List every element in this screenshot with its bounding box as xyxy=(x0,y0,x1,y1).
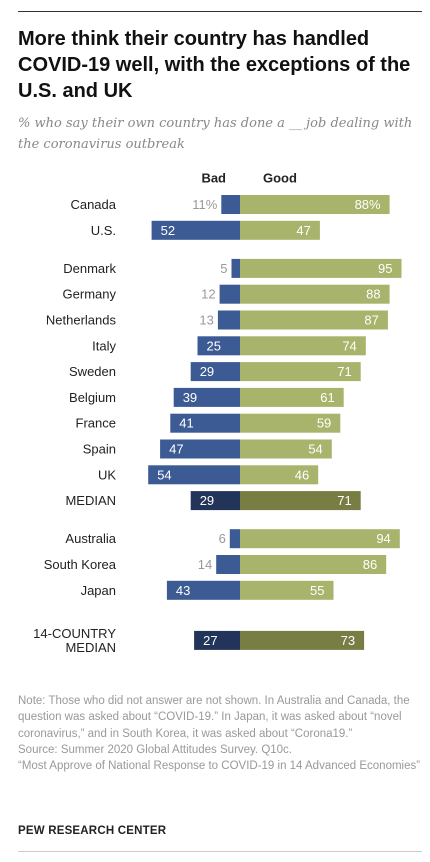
value-bad-sweden: 29 xyxy=(200,364,214,379)
bar-bad-canada xyxy=(221,195,240,214)
bar-bad-belgium xyxy=(173,387,240,407)
value-good-sweden: 71 xyxy=(337,364,351,379)
row-label-japan: Japan xyxy=(81,583,116,598)
bar-bad-south-korea xyxy=(216,555,240,574)
value-good-14-country-median: 73 xyxy=(341,633,355,648)
value-good-netherlands: 87 xyxy=(364,313,378,328)
bar-bad-u-s xyxy=(151,220,240,240)
bar-good-uk xyxy=(240,465,319,485)
bar-good-14-country-median xyxy=(240,630,365,650)
bar-good-u-s xyxy=(240,220,320,240)
value-good-spain: 54 xyxy=(308,442,322,457)
bar-bad-spain xyxy=(160,439,240,459)
value-good-italy: 74 xyxy=(342,338,356,353)
value-good-south-korea: 86 xyxy=(363,557,377,572)
bar-bad-germany xyxy=(219,284,240,304)
value-good-denmark: 95 xyxy=(378,261,392,276)
row-label-south-korea: South Korea xyxy=(44,557,117,572)
row-label-sweden: Sweden xyxy=(69,364,116,379)
bar-good-south-korea xyxy=(240,555,387,574)
row-label-australia: Australia xyxy=(65,531,116,546)
report-text: “Most Approve of National Response to CO… xyxy=(18,760,421,773)
bar-bad-denmark xyxy=(231,258,240,278)
bar-good-netherlands xyxy=(240,310,388,330)
value-bad-spain: 47 xyxy=(169,442,183,457)
value-good-canada: 88% xyxy=(355,197,381,212)
bar-good-germany xyxy=(240,284,390,304)
bar-good-canada xyxy=(240,195,390,214)
notes-block: Note: Those who did not answer are not s… xyxy=(18,693,422,774)
bar-bad-uk xyxy=(148,465,240,485)
value-bad-u-s: 52 xyxy=(161,223,175,238)
value-bad-italy: 25 xyxy=(207,338,221,353)
bar-good-japan xyxy=(240,580,334,600)
value-bad-netherlands: 13 xyxy=(199,313,213,328)
value-good-median: 71 xyxy=(337,493,351,508)
bar-bad-14-country-median xyxy=(194,630,240,650)
bar-good-france xyxy=(240,413,341,433)
note-text: Note: Those who did not answer are not s… xyxy=(18,695,410,740)
row-label-france: France xyxy=(76,416,116,431)
bar-bad-france xyxy=(170,413,240,433)
row-label-canada: Canada xyxy=(70,197,116,212)
value-good-u-s: 47 xyxy=(296,223,310,238)
footer-org: PEW RESEARCH CENTER xyxy=(18,825,167,837)
value-bad-denmark: 5 xyxy=(220,261,227,276)
bar-good-sweden xyxy=(240,362,361,382)
bar-bad-netherlands xyxy=(217,310,240,330)
value-good-belgium: 61 xyxy=(320,390,334,405)
row-label-netherlands: Netherlands xyxy=(46,313,117,328)
top-rule xyxy=(18,11,422,12)
row-label-14-country-median-0: 14-COUNTRY xyxy=(33,626,116,641)
bar-good-median xyxy=(240,491,361,511)
row-label-belgium: Belgium xyxy=(69,390,116,405)
bottom-rule xyxy=(18,851,422,852)
chart-title: More think their country has handled COV… xyxy=(18,28,411,102)
row-label-14-country-median-1: MEDIAN xyxy=(65,640,116,655)
row-label-u-s: U.S. xyxy=(91,223,116,238)
column-header-good: Good xyxy=(263,171,297,186)
value-bad-australia: 6 xyxy=(219,531,226,546)
bar-good-australia xyxy=(240,529,400,549)
bar-good-belgium xyxy=(240,387,344,407)
value-bad-uk: 54 xyxy=(157,467,171,482)
value-bad-france: 41 xyxy=(179,416,193,431)
bar-good-denmark xyxy=(240,258,402,278)
row-label-median: MEDIAN xyxy=(65,493,116,508)
bar-bad-australia xyxy=(229,529,240,549)
bar-good-spain xyxy=(240,439,332,459)
value-bad-canada: 11% xyxy=(192,197,217,212)
value-bad-south-korea: 14 xyxy=(198,557,212,572)
value-good-uk: 46 xyxy=(295,467,309,482)
row-label-denmark: Denmark xyxy=(63,261,116,276)
column-header-bad: Bad xyxy=(201,171,226,186)
bar-bad-median xyxy=(190,491,240,511)
value-bad-japan: 43 xyxy=(176,583,190,598)
row-label-italy: Italy xyxy=(92,338,116,353)
bar-bad-japan xyxy=(166,580,240,600)
row-label-germany: Germany xyxy=(63,287,117,302)
value-good-australia: 94 xyxy=(376,531,390,546)
value-good-germany: 88 xyxy=(366,287,380,302)
value-bad-median: 29 xyxy=(200,493,214,508)
bar-bad-italy xyxy=(197,336,240,356)
row-label-spain: Spain xyxy=(83,442,116,457)
source-text: Source: Summer 2020 Global Attitudes Sur… xyxy=(18,743,293,756)
value-bad-belgium: 39 xyxy=(183,390,197,405)
value-good-japan: 55 xyxy=(310,583,324,598)
chart-subtitle: % who say their own country has done a _… xyxy=(18,116,413,152)
value-bad-14-country-median: 27 xyxy=(203,633,217,648)
row-label-uk: UK xyxy=(98,467,116,482)
value-good-france: 59 xyxy=(317,416,331,431)
bar-bad-sweden xyxy=(190,362,240,382)
value-bad-germany: 12 xyxy=(201,287,215,302)
bar-good-italy xyxy=(240,336,366,356)
